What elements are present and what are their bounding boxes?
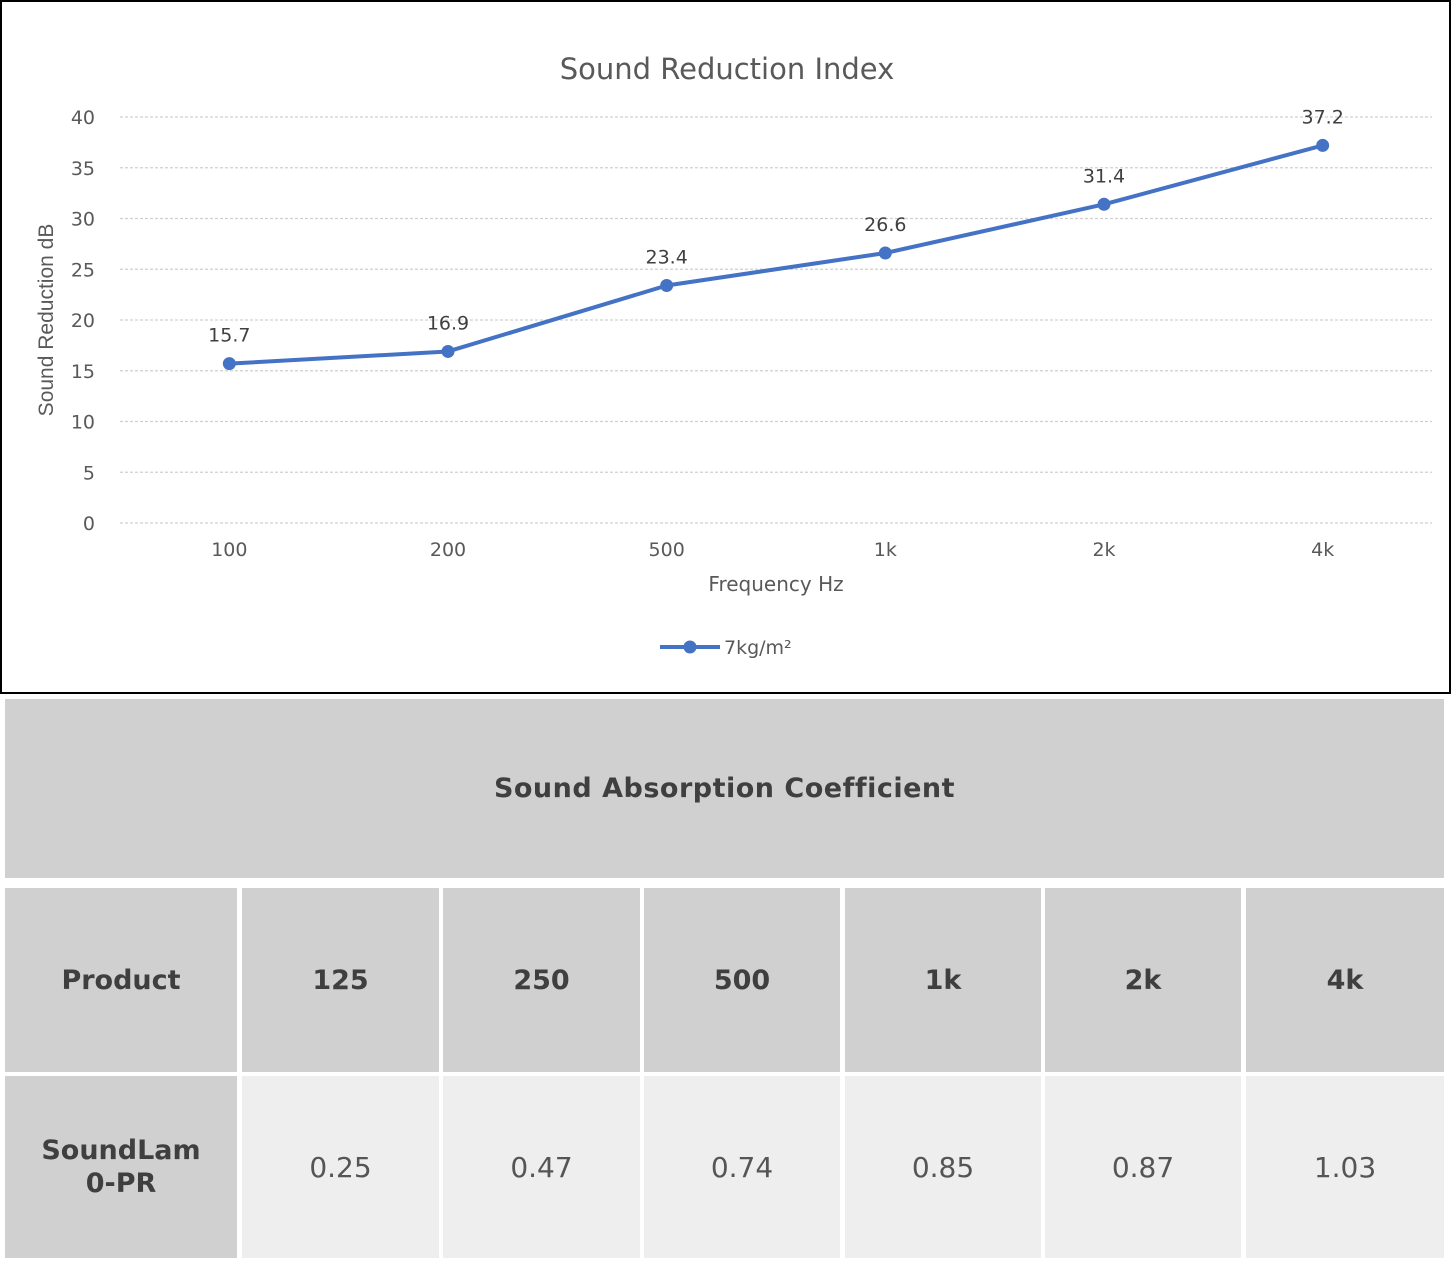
- data-label-4k: 37.2: [1302, 106, 1344, 128]
- y-tick-label-35: 35: [71, 158, 95, 180]
- data-point-1k: [878, 246, 892, 260]
- data-point-500: [660, 278, 674, 292]
- value-2k: 0.87: [1045, 1076, 1241, 1258]
- x-tick-label-2k: 2k: [1092, 539, 1115, 561]
- data-label-100: 15.7: [208, 325, 250, 347]
- y-tick-label-25: 25: [71, 259, 95, 281]
- x-tick-label-100: 100: [211, 539, 247, 561]
- legend-label: 7kg/m²: [724, 637, 792, 659]
- chart-title: Sound Reduction Index: [560, 52, 895, 86]
- series-line: [229, 143, 1324, 366]
- x-tick-label-1k: 1k: [874, 539, 897, 561]
- header-500: 500: [644, 888, 840, 1072]
- y-axis-label: Sound Reduction dB: [35, 224, 58, 417]
- value-125: 0.25: [242, 1076, 439, 1258]
- header-2k: 2k: [1045, 888, 1241, 1072]
- data-point-4k: [1316, 138, 1330, 152]
- data-point-200: [441, 344, 455, 358]
- value-500: 0.74: [644, 1076, 840, 1258]
- data-point-2k: [1097, 197, 1111, 211]
- chart-panel: Sound Reduction Index Sound Reduction dB…: [0, 0, 1451, 694]
- data-labels: 15.7 16.9 23.4 26.6 31.4 37.2: [208, 106, 1344, 346]
- header-4k: 4k: [1246, 888, 1444, 1072]
- legend-point-marker: [683, 640, 697, 654]
- y-tick-label-10: 10: [71, 412, 95, 434]
- data-label-2k: 31.4: [1083, 165, 1125, 187]
- gridlines: [120, 116, 1432, 524]
- product-name-line2: 0-PR: [85, 1168, 157, 1199]
- line-chart: Sound Reduction Index Sound Reduction dB…: [35, 52, 1432, 659]
- table-title: Sound Absorption Coefficient: [5, 699, 1444, 878]
- product-name-line1: SoundLam: [41, 1135, 201, 1166]
- header-125: 125: [242, 888, 439, 1072]
- absorption-table: Sound Absorption Coefficient Product 125…: [0, 694, 1451, 1264]
- y-tick-label-40: 40: [71, 107, 95, 129]
- value-4k: 1.03: [1246, 1076, 1444, 1258]
- x-tick-label-4k: 4k: [1311, 539, 1334, 561]
- legend: 7kg/m²: [660, 637, 792, 659]
- x-tick-label-500: 500: [649, 539, 685, 561]
- y-tick-label-30: 30: [71, 209, 95, 231]
- header-product: Product: [5, 888, 237, 1072]
- y-tick-label-0: 0: [83, 513, 95, 535]
- data-label-500: 23.4: [646, 246, 688, 268]
- x-tick-label-200: 200: [430, 539, 466, 561]
- data-label-200: 16.9: [427, 312, 469, 334]
- y-tick-label-15: 15: [71, 361, 95, 383]
- y-tick-label-5: 5: [83, 462, 95, 484]
- product-name-cell: SoundLam 0-PR: [5, 1076, 237, 1258]
- series-7kg: [222, 138, 1330, 371]
- data-point-100: [222, 357, 236, 371]
- y-tick-labels: 0 5 10 15 20 25 30 35 40: [71, 107, 95, 535]
- x-tick-labels: 100 200 500 1k 2k 4k: [211, 539, 1334, 561]
- header-250: 250: [443, 888, 640, 1072]
- data-label-1k: 26.6: [864, 214, 906, 236]
- header-1k: 1k: [845, 888, 1041, 1072]
- value-1k: 0.85: [845, 1076, 1041, 1258]
- x-axis-label: Frequency Hz: [708, 572, 843, 596]
- y-tick-label-20: 20: [71, 310, 95, 332]
- value-250: 0.47: [443, 1076, 640, 1258]
